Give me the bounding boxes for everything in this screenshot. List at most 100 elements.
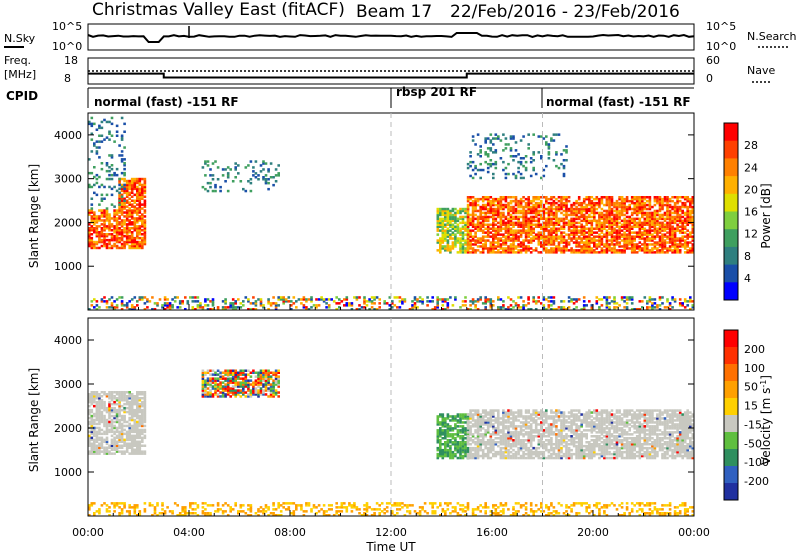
- echo-cell: [605, 215, 609, 219]
- echo-cell: [635, 205, 639, 209]
- echo-cell: [244, 189, 248, 193]
- echo-cell: [90, 428, 94, 432]
- echo-cell: [562, 306, 566, 309]
- echo-cell: [138, 450, 142, 453]
- echo-cell: [469, 164, 472, 168]
- echo-cell: [658, 215, 662, 219]
- echo-cell: [683, 196, 687, 199]
- echo-cell: [267, 375, 270, 378]
- echo-cell: [514, 197, 518, 201]
- echo-cell: [512, 306, 515, 309]
- echo-cell: [100, 223, 104, 226]
- echo-cell: [663, 233, 667, 236]
- echo-cell: [608, 233, 611, 236]
- echo-cell: [201, 369, 205, 372]
- echo-cell: [123, 173, 126, 177]
- echo-cell: [471, 225, 475, 228]
- echo-cell: [441, 423, 445, 426]
- echo-cell: [651, 229, 654, 232]
- echo-cell: [565, 197, 568, 201]
- echo-cell: [577, 235, 581, 238]
- echo-cell: [252, 385, 255, 388]
- echo-cell: [595, 221, 599, 225]
- echo-cell: [95, 242, 99, 246]
- echo-cell: [113, 402, 116, 406]
- echo-cell: [552, 249, 556, 252]
- echo-cell: [504, 215, 508, 219]
- echo-cell: [524, 237, 528, 240]
- echo-cell: [461, 209, 465, 213]
- echo-cell: [456, 435, 460, 438]
- echo-cell: [239, 302, 243, 305]
- echo-cell: [545, 135, 548, 138]
- echo-cell: [98, 438, 101, 442]
- echo-cell: [120, 404, 124, 408]
- echo-cell: [547, 239, 551, 242]
- echo-cell: [461, 300, 465, 303]
- echo-cell: [90, 452, 94, 455]
- echo-cell: [108, 298, 111, 301]
- echo-cell: [133, 193, 137, 197]
- echo-cell: [451, 415, 455, 418]
- echo-cell: [502, 223, 505, 226]
- echo-cell: [125, 215, 129, 218]
- echo-cell: [567, 221, 571, 225]
- echo-cell: [100, 300, 104, 303]
- echo-cell: [110, 122, 114, 126]
- echo-cell: [234, 393, 237, 396]
- echo-cell: [514, 237, 518, 240]
- echo-cell: [118, 227, 121, 230]
- echo-cell: [138, 227, 142, 230]
- echo-cell: [115, 448, 119, 451]
- echo-cell: [133, 244, 137, 248]
- echo-cell: [628, 221, 631, 225]
- echo-cell: [575, 306, 578, 309]
- echo-cell: [552, 300, 556, 303]
- echo-cell: [666, 298, 669, 301]
- echo-cell: [633, 239, 636, 242]
- echo-cell: [115, 225, 119, 228]
- echo-cell: [494, 160, 498, 164]
- echo-cell: [689, 201, 692, 205]
- echo-cell: [136, 408, 139, 412]
- echo-cell: [464, 227, 467, 230]
- echo-cell: [641, 205, 644, 209]
- echo-cell: [108, 185, 111, 189]
- echo-cell: [373, 298, 376, 301]
- echo-cell: [522, 245, 525, 248]
- echo-cell: [307, 308, 311, 311]
- echo-cell: [489, 149, 493, 152]
- echo-cell: [552, 241, 556, 244]
- echo-cell: [136, 412, 139, 416]
- echo-cell: [204, 187, 207, 191]
- echo-cell: [456, 225, 460, 228]
- echo-cell: [557, 227, 561, 230]
- echo-cell: [189, 296, 192, 299]
- echo-cell: [143, 199, 147, 202]
- echo-cell: [120, 199, 124, 202]
- echo-cell: [108, 227, 111, 230]
- echo-cell: [214, 377, 217, 380]
- echo-cell: [143, 410, 147, 414]
- echo-cell: [479, 229, 482, 232]
- echo-cell: [113, 448, 116, 451]
- echo-cell: [683, 213, 687, 217]
- echo-cell: [540, 217, 543, 221]
- echo-cell: [476, 298, 480, 301]
- echo-cell: [481, 199, 485, 203]
- echo-cell: [615, 201, 619, 205]
- echo-cell: [454, 237, 457, 240]
- echo-cell: [565, 245, 568, 248]
- echo-cell: [143, 302, 147, 305]
- echo-cell: [201, 375, 205, 378]
- echo-cell: [557, 205, 561, 209]
- echo-cell: [653, 223, 657, 226]
- echo-cell: [562, 223, 566, 226]
- echo-cell: [542, 304, 546, 307]
- echo-cell: [628, 237, 631, 240]
- echo-cell: [118, 412, 121, 416]
- echo-cell: [615, 223, 619, 226]
- echo-cell: [575, 298, 578, 301]
- echo-cell: [88, 404, 91, 408]
- echo-cell: [560, 203, 563, 207]
